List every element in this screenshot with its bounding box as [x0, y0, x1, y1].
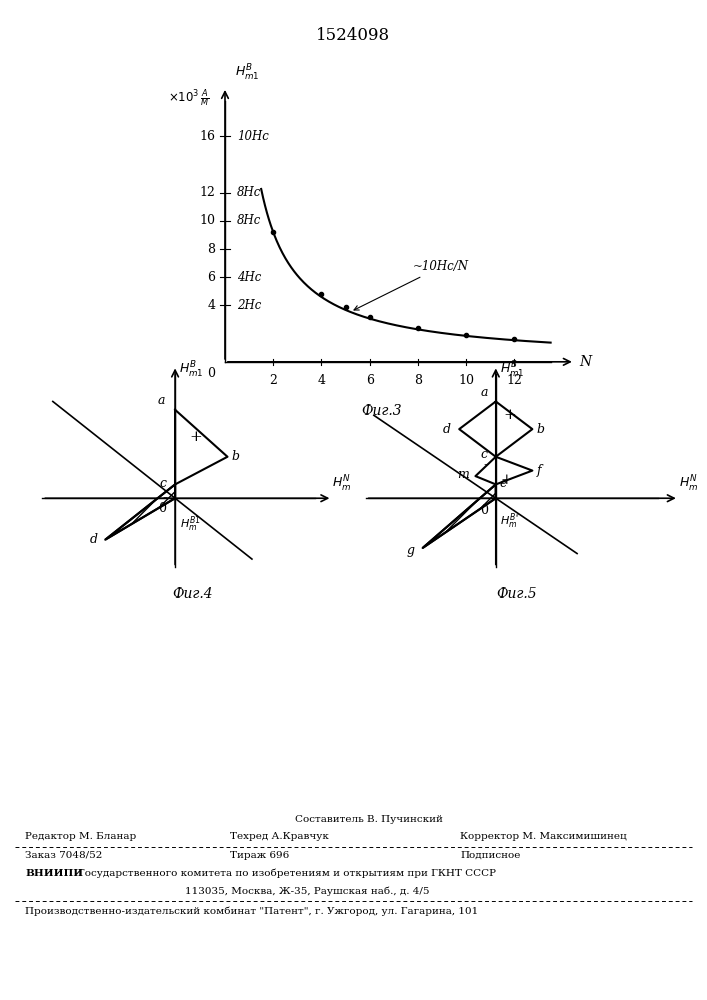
Text: ~10Hc/N: ~10Hc/N	[354, 260, 469, 310]
Text: $\times10^3\,\frac{A}{M}$: $\times10^3\,\frac{A}{M}$	[168, 87, 209, 109]
Text: Государственного комитета по изобретениям и открытиям при ГКНТ СССР: Государственного комитета по изобретения…	[78, 869, 496, 879]
Text: $H^N_m$: $H^N_m$	[332, 474, 351, 494]
Text: 6: 6	[366, 374, 374, 387]
Text: 0: 0	[479, 504, 488, 517]
Text: 8: 8	[207, 243, 216, 256]
Text: c: c	[481, 448, 488, 460]
Text: Фиг.5: Фиг.5	[496, 587, 537, 601]
Text: m: m	[457, 468, 469, 481]
Text: Тираж 696: Тираж 696	[230, 851, 289, 860]
Text: Редактор М. Бланар: Редактор М. Бланар	[25, 832, 136, 841]
Text: +: +	[500, 473, 512, 487]
Text: Фиг.3: Фиг.3	[361, 404, 402, 418]
Text: $H^B_{m1}$: $H^B_{m1}$	[500, 360, 525, 380]
Text: 10: 10	[458, 374, 474, 387]
Text: $H^B_{m1}$: $H^B_{m1}$	[179, 360, 203, 380]
Text: e: e	[500, 477, 507, 490]
Text: Производственно-издательский комбинат "Патент", г. Ужгород, ул. Гагарина, 101: Производственно-издательский комбинат "П…	[25, 906, 478, 916]
Text: 16: 16	[199, 130, 216, 143]
Text: -: -	[162, 491, 167, 505]
Text: $H^B_{m1}$: $H^B_{m1}$	[235, 63, 259, 83]
Text: ВНИИПИ: ВНИИПИ	[25, 869, 83, 878]
Text: d: d	[90, 533, 98, 546]
Text: $H^{B1}_m$: $H^{B1}_m$	[180, 515, 201, 534]
Text: 4: 4	[317, 374, 325, 387]
Text: N: N	[580, 355, 592, 369]
Text: 0: 0	[158, 502, 166, 515]
Text: 6: 6	[207, 271, 216, 284]
Text: 8Hc: 8Hc	[237, 214, 262, 227]
Text: 0: 0	[207, 367, 216, 380]
Text: Фиг.4: Фиг.4	[173, 587, 213, 601]
Text: Техред А.Кравчук: Техред А.Кравчук	[230, 832, 329, 841]
Text: $H^N_m$: $H^N_m$	[679, 474, 698, 494]
Text: 8Hc: 8Hc	[237, 186, 262, 199]
Text: +: +	[189, 430, 202, 444]
Text: 8: 8	[414, 374, 422, 387]
Text: 2: 2	[269, 374, 277, 387]
Text: d: d	[443, 423, 451, 436]
Text: 113035, Москва, Ж-35, Раушская наб., д. 4/5: 113035, Москва, Ж-35, Раушская наб., д. …	[185, 886, 429, 896]
Text: 1524098: 1524098	[317, 26, 390, 43]
Text: a: a	[480, 386, 488, 399]
Text: 10Hc: 10Hc	[237, 130, 269, 143]
Text: b: b	[231, 450, 239, 463]
Text: a: a	[157, 394, 165, 407]
Text: Корректор М. Максимишинец: Корректор М. Максимишинец	[460, 832, 626, 841]
Text: c: c	[159, 477, 166, 490]
Text: g: g	[407, 544, 414, 557]
Text: Составитель В. Пучинский: Составитель В. Пучинский	[295, 815, 443, 824]
Text: 4Hc: 4Hc	[237, 271, 262, 284]
Text: $H^{B''}_m$: $H^{B''}_m$	[500, 512, 520, 531]
Text: 12: 12	[199, 186, 216, 199]
Text: +: +	[503, 408, 516, 422]
Text: Подписное: Подписное	[460, 851, 520, 860]
Text: -: -	[483, 458, 488, 472]
Text: 2Hc: 2Hc	[237, 299, 262, 312]
Text: 10: 10	[199, 214, 216, 227]
Text: f: f	[537, 464, 541, 477]
Text: 12: 12	[506, 374, 522, 387]
Text: b: b	[537, 423, 544, 436]
Text: 4: 4	[207, 299, 216, 312]
Text: Заказ 7048/52: Заказ 7048/52	[25, 851, 103, 860]
